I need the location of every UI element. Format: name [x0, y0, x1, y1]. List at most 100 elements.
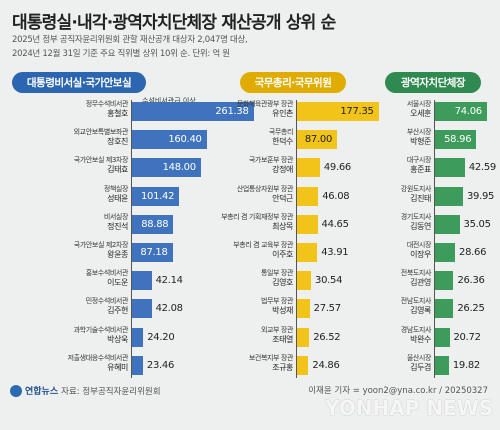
- row-label-governors: 경기도지사 김동연: [311, 212, 432, 232]
- row-label-cabinet: 외교부 장관 조태열: [173, 326, 293, 345]
- value-label-governors: 26.25: [457, 303, 485, 315]
- value-label-presidential: 160.40: [168, 134, 202, 146]
- row-label-cabinet: 부총리 겸 기획재정부 장관 최상목: [173, 213, 293, 232]
- source-note: 자료: 정부공직자윤리위원회: [61, 386, 161, 397]
- value-label-presidential: 42.08: [155, 303, 183, 315]
- position-label: 경기도지사: [400, 212, 432, 221]
- bar-governors: [435, 102, 487, 121]
- subtitle-line-1: 2025년 정부 공직자윤리위원회 관할 재산공개 대상자 2,047명 대상,: [12, 35, 248, 45]
- value-label-cabinet: 27.57: [313, 303, 341, 315]
- official-name: 장호진: [107, 137, 128, 147]
- position-label: 민정수석비서관: [85, 297, 129, 306]
- bar-cabinet: [297, 355, 309, 375]
- row-label-presidential: 정책실장 성태윤: [8, 184, 129, 204]
- value-label-presidential: 42.14: [155, 275, 183, 287]
- value-label-governors: 28.66: [459, 247, 487, 258]
- position-label: 국무총리: [268, 128, 294, 137]
- axis-line-presidential: [131, 100, 132, 378]
- row-label-governors: 전북도지사 김관영: [311, 269, 432, 288]
- row-label-cabinet: 보건복지부 장관 조규홍: [173, 354, 294, 373]
- official-name: 유혜미: [107, 362, 128, 372]
- row-label-governors: 대전시장 이장우: [311, 241, 432, 260]
- bar-cabinet: [297, 243, 318, 262]
- position-label: 법무부 장관: [260, 297, 293, 306]
- bar-presidential: [132, 130, 207, 150]
- official-name: 이주호: [272, 250, 293, 259]
- bar-governors: [435, 327, 450, 347]
- position-label: 홍보수석비서관: [85, 269, 129, 278]
- bar-governors: [435, 186, 463, 206]
- official-name: 김진태: [410, 193, 431, 203]
- official-name: 김태효: [107, 165, 128, 175]
- panel-title-presidential-office: 대통령비서실·국가안보실: [12, 72, 146, 93]
- value-label-cabinet: 87.00: [304, 134, 333, 146]
- axis-line-cabinet: [296, 100, 297, 378]
- bar-governors: [435, 130, 477, 150]
- credit-line: 이재윤 기자 = yoon2@yna.co.kr / 20250327: [308, 386, 488, 396]
- row-label-cabinet: 통일부 장관 김영호: [173, 269, 293, 288]
- annotation-note: 수석비서관급 이상: [142, 97, 196, 105]
- row-label-cabinet: 부총리 겸 교육부 장관 이주호: [173, 241, 293, 260]
- official-name: 김주현: [107, 306, 128, 316]
- position-label: 울산시장: [406, 353, 432, 362]
- value-label-presidential: 24.20: [147, 331, 175, 343]
- value-label-cabinet: 49.66: [323, 162, 351, 174]
- position-label: 비서실장: [103, 212, 129, 221]
- official-name: 김두겸: [410, 362, 431, 372]
- bar-presidential: [132, 355, 143, 375]
- official-name: 이장우: [410, 250, 431, 259]
- bar-cabinet: [297, 102, 379, 121]
- bar-presidential: [132, 214, 174, 234]
- row-label-cabinet: 국가보훈부 장관 강정애: [173, 156, 294, 175]
- row-label-presidential: 홍보수석비서관 이도운: [8, 269, 129, 288]
- bar-cabinet: [297, 158, 320, 178]
- official-name: 한덕수: [272, 137, 293, 147]
- row-label-presidential: 국가안보실 제3차장 김태효: [8, 156, 129, 175]
- axis-line-governors: [434, 100, 435, 378]
- bar-presidential: [132, 186, 180, 206]
- value-label-cabinet: 44.65: [321, 218, 349, 230]
- row-label-governors: 경남도지사 박완수: [311, 326, 432, 345]
- official-name: 왕윤종: [107, 250, 128, 259]
- official-name: 성태윤: [107, 193, 128, 203]
- value-label-presidential: 261.38: [215, 106, 249, 117]
- position-label: 강원도지사: [400, 184, 432, 193]
- official-name: 정진석: [107, 221, 128, 231]
- official-name: 조규홍: [272, 362, 293, 372]
- position-label: 외교부 장관: [260, 325, 293, 334]
- bar-presidential: [132, 158, 201, 178]
- value-label-cabinet: 177.35: [340, 106, 374, 117]
- official-name: 오세훈: [410, 109, 431, 118]
- bar-presidential: [132, 271, 152, 291]
- value-label-governors: 35.05: [463, 218, 491, 230]
- value-label-governors: 74.06: [454, 106, 482, 117]
- value-label-cabinet: 46.08: [322, 190, 350, 202]
- value-label-governors: 58.96: [444, 134, 472, 146]
- value-label-governors: 42.59: [468, 162, 496, 174]
- value-label-presidential: 87.18: [140, 247, 168, 258]
- bar-governors: [435, 243, 456, 262]
- official-name: 안덕근: [272, 193, 293, 203]
- position-label: 국가보훈부 장관: [248, 156, 294, 165]
- position-label: 정책실장: [103, 184, 129, 193]
- official-name: 홍준표: [410, 165, 431, 175]
- official-name: 조태열: [272, 334, 293, 344]
- panel-title-governors: 광역자치단체장: [385, 72, 481, 93]
- row-label-presidential: 정무수석비서관 홍철호: [8, 100, 129, 119]
- official-name: 홍철호: [107, 109, 128, 118]
- bar-cabinet: [297, 214, 318, 234]
- value-label-cabinet: 43.91: [321, 247, 349, 258]
- bar-governors: [435, 214, 460, 234]
- row-label-cabinet: 국무총리 한덕수: [173, 128, 294, 147]
- value-label-cabinet: 26.52: [313, 331, 341, 343]
- bar-cabinet: [297, 130, 338, 150]
- official-name: 김관영: [410, 278, 431, 288]
- row-label-presidential: 민정수석비서관 김주현: [8, 297, 129, 316]
- official-name: 김동연: [410, 221, 431, 231]
- row-label-governors: 대구시장 홍준표: [311, 156, 432, 175]
- bar-governors: [435, 355, 449, 375]
- position-label: 대구시장: [406, 156, 432, 165]
- value-label-governors: 39.95: [466, 190, 495, 202]
- position-label: 대전시장: [406, 241, 432, 249]
- value-label-presidential: 23.46: [146, 359, 175, 371]
